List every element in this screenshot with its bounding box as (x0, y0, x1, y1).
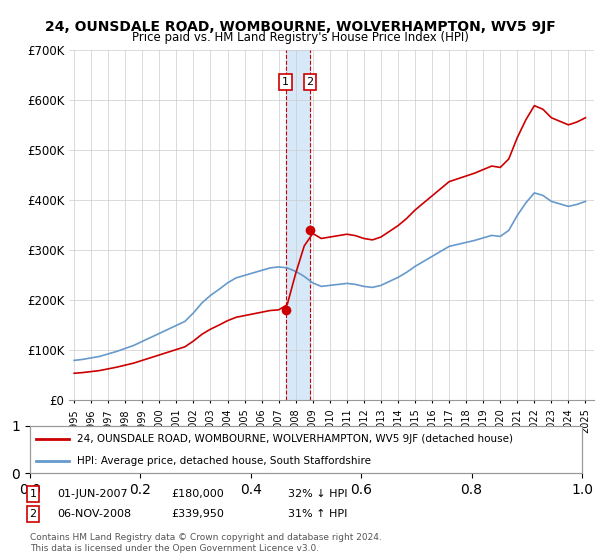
Text: Contains HM Land Registry data © Crown copyright and database right 2024.
This d: Contains HM Land Registry data © Crown c… (30, 533, 382, 553)
Text: £180,000: £180,000 (171, 489, 224, 499)
Text: 1: 1 (29, 489, 37, 499)
Text: 24, OUNSDALE ROAD, WOMBOURNE, WOLVERHAMPTON, WV5 9JF: 24, OUNSDALE ROAD, WOMBOURNE, WOLVERHAMP… (44, 20, 556, 34)
Text: 2: 2 (29, 509, 37, 519)
Text: 32% ↓ HPI: 32% ↓ HPI (288, 489, 347, 499)
Bar (286, 50, 310, 400)
Text: 06-NOV-2008: 06-NOV-2008 (57, 509, 131, 519)
Text: 01-JUN-2007: 01-JUN-2007 (57, 489, 128, 499)
Text: 31% ↑ HPI: 31% ↑ HPI (288, 509, 347, 519)
Text: Price paid vs. HM Land Registry's House Price Index (HPI): Price paid vs. HM Land Registry's House … (131, 31, 469, 44)
Text: £339,950: £339,950 (171, 509, 224, 519)
Text: 2: 2 (307, 77, 313, 87)
Text: 24, OUNSDALE ROAD, WOMBOURNE, WOLVERHAMPTON, WV5 9JF (detached house): 24, OUNSDALE ROAD, WOMBOURNE, WOLVERHAMP… (77, 434, 513, 444)
Text: HPI: Average price, detached house, South Staffordshire: HPI: Average price, detached house, Sout… (77, 456, 371, 466)
Text: 1: 1 (282, 77, 289, 87)
